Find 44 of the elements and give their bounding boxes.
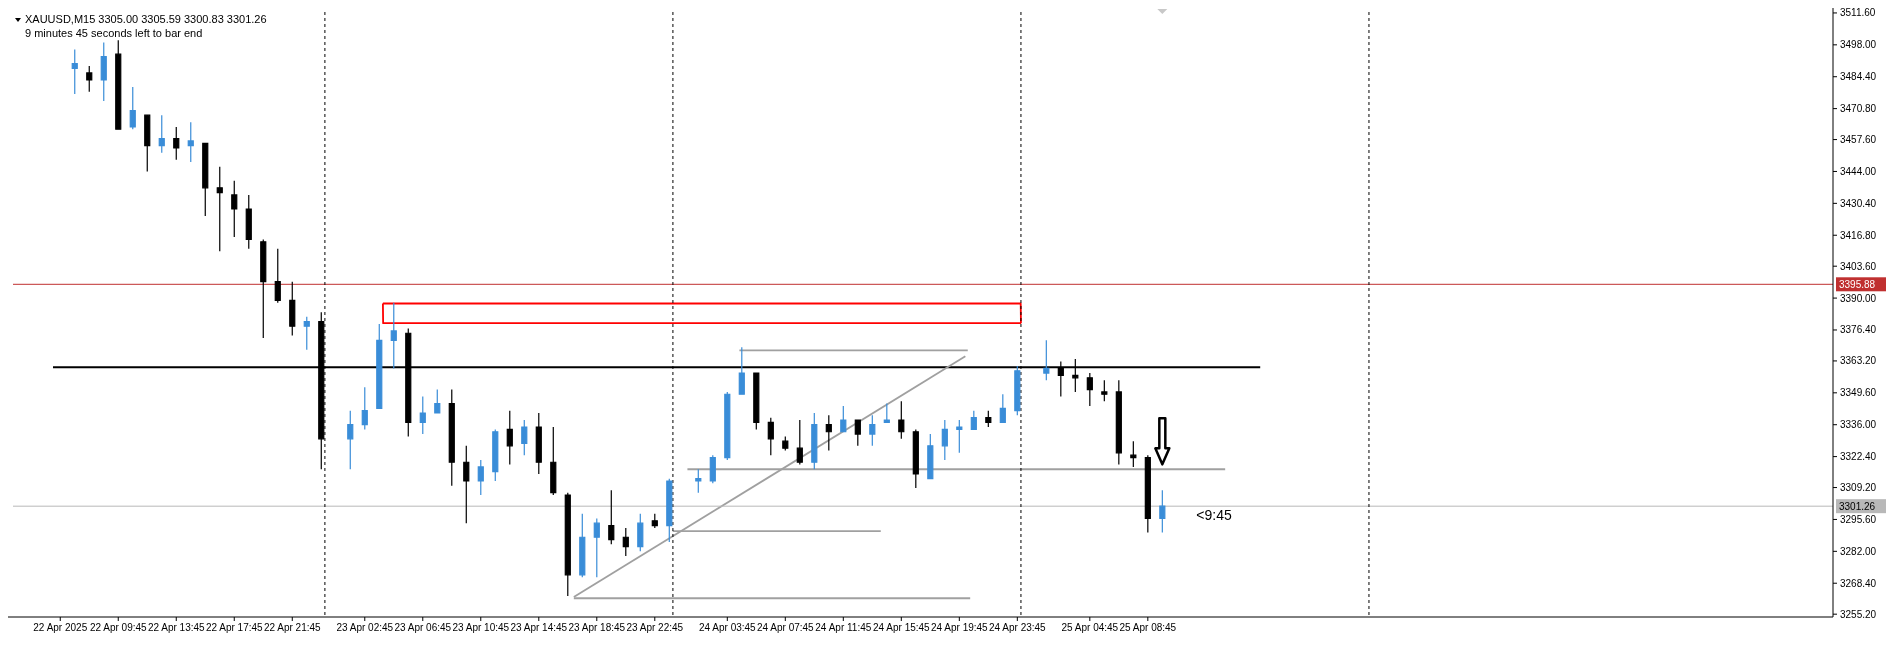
y-tick-label: 3282.00 [1840, 545, 1877, 557]
x-tick-label: 22 Apr 09:45 [89, 622, 148, 633]
y-tick-label: 3498.00 [1840, 39, 1877, 51]
y-tick-label: 3403.60 [1840, 260, 1877, 272]
x-tick-label: 24 Apr 07:45 [756, 622, 815, 633]
x-tick-label: 22 Apr 2025 [33, 622, 88, 633]
y-tick-label: 3511.60 [1840, 7, 1876, 19]
x-tick-label: 24 Apr 19:45 [930, 622, 989, 633]
text: 9 minutes 45 seconds left to bar end [25, 27, 203, 39]
x-tick-label: 24 Apr 11:45 [815, 622, 872, 633]
x-tick-label: 23 Apr 10:45 [452, 622, 510, 633]
annotation: <9:45 [1196, 507, 1232, 524]
y-tick-label: 3416.80 [1840, 229, 1877, 241]
y-tick-label: 3457.60 [1840, 134, 1877, 146]
x-tick-label: 23 Apr 22:45 [626, 622, 684, 633]
x-tick-label: 22 Apr 13:45 [147, 622, 206, 633]
x-tick-label: 24 Apr 23:45 [988, 622, 1047, 633]
y-tick-label: 3349.60 [1840, 387, 1877, 399]
y-tick-label: 3430.40 [1840, 197, 1877, 209]
x-tick-label: 23 Apr 06:45 [394, 622, 452, 633]
y-tick-label: 3376.40 [1840, 324, 1877, 336]
x-tick-label: 22 Apr 17:45 [205, 622, 264, 633]
y-tick-label: 3309.20 [1840, 482, 1877, 494]
y-tick-label: 3295.60 [1840, 513, 1877, 525]
y-tick-label: 3255.20 [1840, 608, 1877, 620]
chart-title: XAUUSD,M15 3305.00 3305.59 3300.83 3301.26 [25, 13, 267, 25]
x-tick-label: 25 Apr 04:45 [1061, 622, 1119, 633]
x-tick-label: 22 Apr 21:45 [263, 622, 322, 633]
y-tick-label: 3363.20 [1840, 355, 1877, 367]
y-tick-label: 3336.00 [1840, 419, 1877, 431]
y-tick-label: 3484.40 [1840, 71, 1877, 83]
y-tick-label: 3390.00 [1840, 292, 1877, 304]
y-tick-label: 3470.80 [1840, 103, 1877, 115]
x-tick-label: 23 Apr 18:45 [568, 622, 626, 633]
x-tick-label: 23 Apr 02:45 [336, 622, 394, 633]
y-tick-label: 3268.40 [1840, 577, 1877, 589]
x-tick-label: 24 Apr 03:45 [698, 622, 757, 633]
x-tick-label: 24 Apr 15:45 [872, 622, 931, 633]
ref-line-label: 3301.26 [1839, 500, 1876, 512]
x-tick-label: 23 Apr 14:45 [510, 622, 568, 633]
x-tick-label: 25 Apr 08:45 [1119, 622, 1177, 633]
ref-line-label: 3395.88 [1839, 278, 1876, 290]
y-tick-label: 3322.40 [1840, 451, 1877, 463]
y-tick-label: 3444.00 [1840, 165, 1877, 177]
